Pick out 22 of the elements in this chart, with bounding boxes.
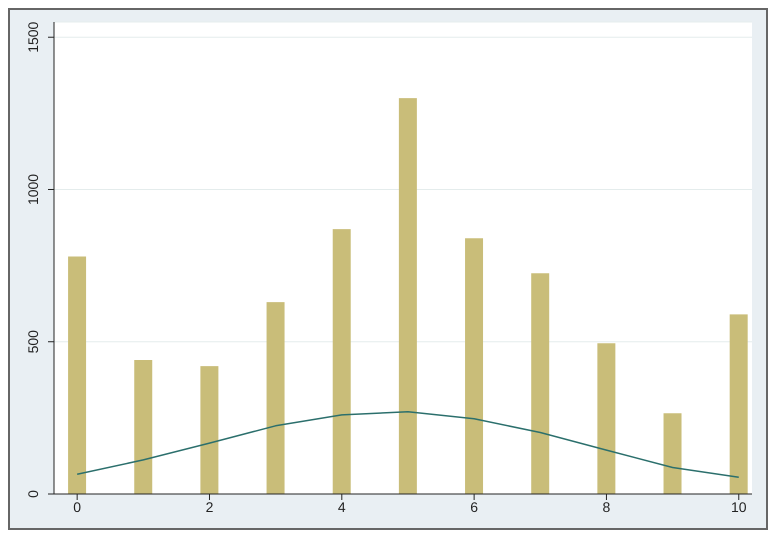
- y-tick-label: 1000: [25, 174, 41, 206]
- bar: [134, 360, 152, 494]
- x-tick-label: 6: [470, 498, 478, 515]
- x-tick-label: 0: [73, 498, 82, 515]
- line-series: [76, 411, 740, 478]
- bar: [266, 302, 285, 494]
- bar: [68, 256, 86, 494]
- bar: [664, 413, 682, 494]
- bar: [465, 238, 484, 494]
- x-tick-label: 4: [338, 498, 346, 515]
- x-tick-label: 2: [206, 498, 214, 515]
- bar: [730, 314, 748, 494]
- y-tick-label: 1500: [25, 21, 41, 53]
- bar: [332, 229, 351, 494]
- x-tick-label: 10: [730, 498, 747, 515]
- bar: [597, 343, 616, 494]
- bar: [398, 98, 417, 494]
- y-tick-label: 500: [25, 330, 41, 354]
- x-tick-label: 8: [602, 498, 611, 515]
- bar: [200, 366, 218, 494]
- y-tick-label: 0: [25, 490, 41, 498]
- bar: [531, 273, 550, 494]
